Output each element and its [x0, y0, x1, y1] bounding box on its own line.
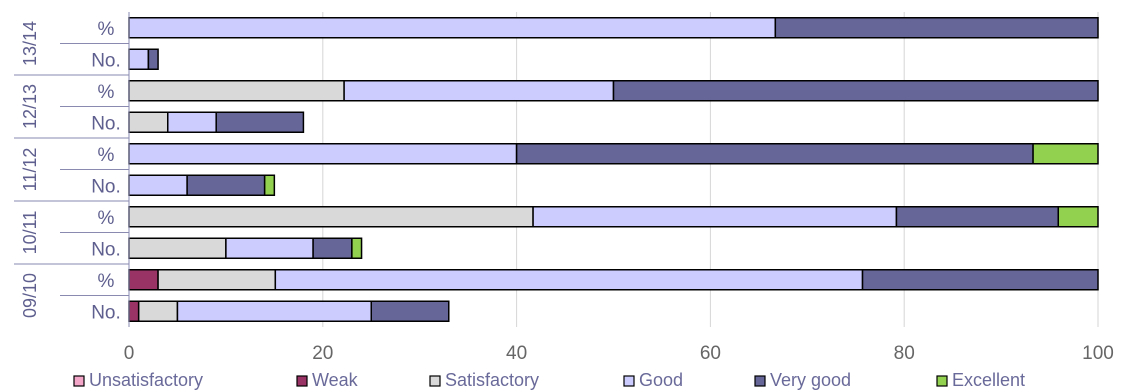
- legend: Unsatisfactory Weak Satisfactory Good Very g…: [73, 370, 1025, 390]
- bar-09-10-pct-s1: [128, 269, 159, 291]
- row-label: %: [98, 145, 115, 166]
- x-tick-label: 0: [124, 343, 135, 364]
- row-label: No.: [91, 50, 121, 71]
- bar-09-10-pct-s4: [861, 269, 1099, 291]
- bar-13-14-no-s4: [147, 48, 159, 70]
- bar-11-12-no-s5: [263, 174, 276, 196]
- bar-10-11-no-s5: [351, 237, 363, 259]
- bar-11-12-no-s4: [186, 174, 266, 196]
- legend-label: Good: [639, 370, 683, 390]
- legend-label: Unsatisfactory: [89, 370, 203, 390]
- bar-11-12-pct-s4: [515, 143, 1034, 165]
- legend-swatch: [296, 375, 308, 387]
- group-label: 11/12: [20, 148, 40, 192]
- group-label: 12/13: [20, 84, 40, 129]
- bar-09-10-no-s2: [137, 300, 179, 322]
- bar-09-10-no-s3: [176, 300, 372, 322]
- bar-09-10-no-s1: [128, 300, 140, 322]
- group-label: 10/11: [20, 211, 40, 255]
- legend-swatch: [936, 375, 948, 387]
- row-label: %: [98, 82, 115, 103]
- bar-13-14-pct-s4: [774, 17, 1099, 39]
- x-tick-label: 40: [506, 343, 527, 364]
- group-label: 09/10: [20, 273, 40, 318]
- bar-10-11-pct-s2: [128, 206, 534, 228]
- x-tick-label: 60: [700, 343, 721, 364]
- row-label: No.: [91, 239, 121, 260]
- bar-10-11-pct-s5: [1057, 206, 1099, 228]
- legend-label: Weak: [312, 370, 359, 390]
- group-labels: 13/14 12/13 11/12 10/11 09/10: [20, 21, 40, 318]
- bar-12-13-pct-s4: [612, 80, 1099, 102]
- bar-11-12-pct-s3: [128, 143, 518, 165]
- bar-13-14-pct-s3: [128, 17, 777, 39]
- legend-label: Excellent: [952, 370, 1025, 390]
- legend-label: Very good: [770, 370, 851, 390]
- x-axis-ticks: 0 20 40 60 80 100: [124, 343, 1114, 364]
- legend-swatch: [623, 375, 635, 387]
- bars: [128, 17, 1099, 322]
- bar-09-10-pct-s3: [274, 269, 864, 291]
- legend-label: Satisfactory: [445, 370, 539, 390]
- bar-12-13-no-s3: [167, 111, 217, 133]
- row-label: %: [98, 271, 115, 292]
- legend-swatch: [429, 375, 441, 387]
- bar-09-10-pct-s2: [157, 269, 277, 291]
- bar-12-13-no-s4: [215, 111, 305, 133]
- group-label: 13/14: [20, 21, 40, 66]
- bar-12-13-pct-s3: [343, 80, 615, 102]
- row-label: No.: [91, 113, 121, 134]
- bar-10-11-no-s3: [225, 237, 314, 259]
- bar-11-12-no-s3: [128, 174, 188, 196]
- bar-09-10-no-s4: [370, 300, 450, 322]
- row-label: No.: [91, 176, 121, 197]
- row-label: %: [98, 19, 115, 40]
- row-label: No.: [91, 302, 121, 323]
- bar-10-11-pct-s3: [532, 206, 898, 228]
- bar-10-11-no-s2: [128, 237, 227, 259]
- legend-swatch: [73, 375, 85, 387]
- bar-10-11-no-s4: [312, 237, 353, 259]
- bar-10-11-pct-s4: [895, 206, 1060, 228]
- bar-11-12-pct-s5: [1032, 143, 1099, 165]
- legend-swatch: [754, 375, 766, 387]
- x-tick-label: 80: [894, 343, 915, 364]
- bar-13-14-no-s3: [128, 48, 150, 70]
- bar-12-13-no-s2: [128, 111, 169, 133]
- row-labels: % No.% No.% No.% No.% No.: [14, 12, 130, 327]
- row-label: %: [98, 208, 115, 229]
- x-tick-label: 100: [1082, 343, 1114, 364]
- x-tick-label: 20: [312, 343, 333, 364]
- bar-12-13-pct-s2: [128, 80, 345, 102]
